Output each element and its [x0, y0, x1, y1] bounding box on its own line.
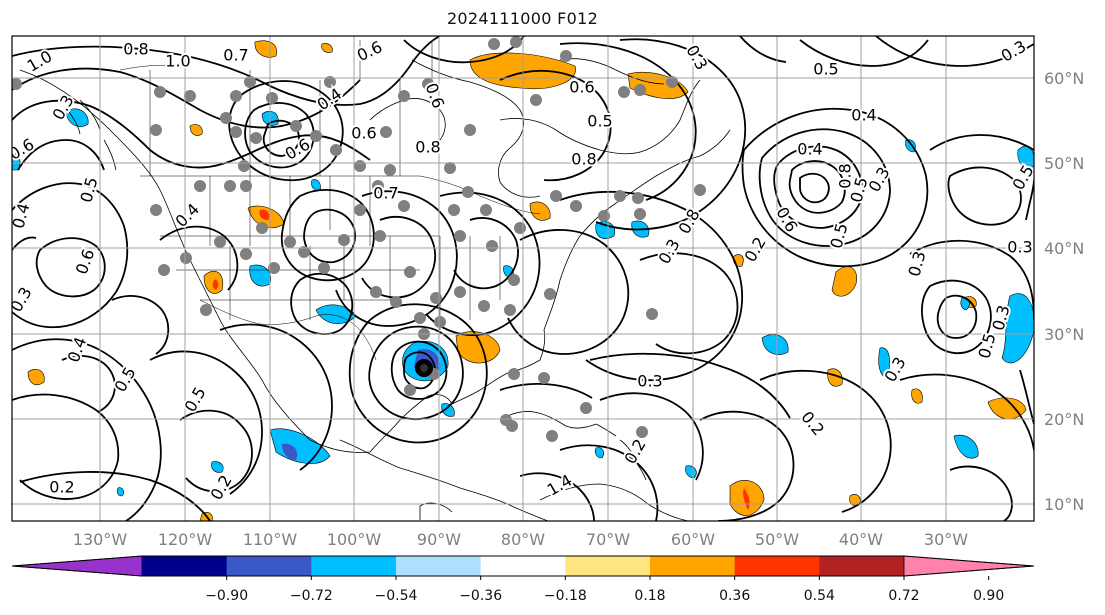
- latitude-label: 40°N: [1044, 239, 1084, 258]
- contour-label: 0.4: [851, 106, 876, 125]
- latitude-label: 30°N: [1044, 325, 1084, 344]
- longitude-label: 130°W: [73, 530, 128, 549]
- contour-label: 1.0: [165, 52, 190, 71]
- colorbar-tick-label: −0.90: [205, 588, 248, 604]
- latitude-label: 60°N: [1044, 69, 1084, 88]
- contour-label: 0.5: [587, 112, 612, 131]
- longitude-label: 70°W: [586, 530, 630, 549]
- latitude-labels: 60°N 50°N 40°N 30°N 20°N 10°N: [1044, 69, 1084, 514]
- contour-label: 0.8: [415, 138, 440, 157]
- positive-shading: [27, 40, 1027, 521]
- colorbar-tick-label: 0.36: [719, 588, 750, 604]
- longitude-label: 30°W: [924, 530, 968, 549]
- contour-label: 0.4: [797, 140, 822, 159]
- colorbar-tick-label: 0.18: [634, 588, 665, 604]
- contour-lines: [12, 36, 1034, 521]
- longitude-label: 60°W: [671, 530, 715, 549]
- colorbar-tick-label: 0.72: [888, 588, 919, 604]
- map-frame: [11, 35, 1035, 522]
- contour-label: 0.7: [373, 184, 398, 203]
- contour-label: 0.5: [813, 60, 838, 79]
- latitude-label: 20°N: [1044, 410, 1084, 429]
- longitude-label: 110°W: [243, 530, 298, 549]
- contour-label: 0.6: [351, 124, 376, 143]
- colorbar-tick-label: −0.36: [459, 588, 502, 604]
- colorbar-segment: [226, 556, 312, 576]
- latitude-label: 50°N: [1044, 154, 1084, 173]
- contour-label: 0.3: [1007, 238, 1032, 257]
- map-plot-area: 1.0 0.81.0 0.7 0.60.40.60.80.60.30.60.50.80…: [12, 36, 1034, 521]
- colorbar-tick-label: −0.72: [290, 588, 333, 604]
- colorbar-segment: [565, 556, 651, 576]
- longitude-label: 100°W: [327, 530, 382, 549]
- colorbar-tick-label: −0.18: [544, 588, 587, 604]
- longitude-labels: 130°W 120°W 110°W 100°W 90°W 80°W 70°W 60°W 50°W…: [73, 530, 968, 549]
- latitude-label: 10°N: [1044, 495, 1084, 514]
- colorbar-tick-label: 0.90: [973, 588, 1004, 604]
- longitude-label: 90°W: [417, 530, 461, 549]
- colorbar-segment: [819, 556, 905, 576]
- longitude-label: 50°W: [755, 530, 799, 549]
- cyclone-center-marker: [415, 359, 433, 377]
- gridlines: [12, 36, 1034, 521]
- colorbar-segment: [142, 556, 228, 576]
- contour-label: 0.8: [123, 40, 148, 59]
- contour-label: 0.3: [637, 372, 662, 391]
- longitude-label: 40°W: [839, 530, 883, 549]
- contour-label: 0.8: [836, 163, 855, 188]
- colorbar-tick-label: −0.54: [375, 588, 418, 604]
- colorbar: [11, 555, 1035, 577]
- colorbar-tick-label: 0.54: [804, 588, 835, 604]
- contour-label: 0.7: [223, 46, 248, 65]
- longitude-label: 80°W: [501, 530, 545, 549]
- colorbar-outline: [11, 555, 1035, 577]
- colorbar-tick-labels: −0.90 −0.72 −0.54 −0.36 −0.18 0.18 0.36 0.54 0.7…: [205, 576, 1004, 604]
- colorbar-segment: [650, 556, 736, 576]
- longitude-label: 120°W: [158, 530, 213, 549]
- observation-markers: [12, 36, 706, 442]
- colorbar-segment: [734, 556, 820, 576]
- colorbar-segment: [311, 556, 397, 576]
- contour-label: 0.6: [569, 78, 594, 97]
- colorbar-under-arrow: [11, 555, 143, 577]
- map-title: 2024111000 F012: [446, 9, 599, 28]
- contour-label: 0.2: [49, 478, 74, 497]
- contour-label: 0.8: [571, 150, 596, 169]
- colorbar-segment: [396, 556, 482, 576]
- colorbar-over-arrow: [903, 555, 1035, 577]
- colorbar-segment: [480, 556, 566, 576]
- political-borders: [119, 40, 541, 361]
